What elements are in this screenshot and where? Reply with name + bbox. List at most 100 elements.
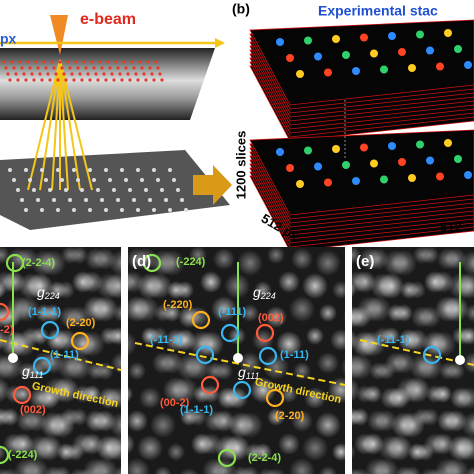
diffraction-spot xyxy=(116,198,120,202)
atom-dot xyxy=(68,66,72,70)
spot xyxy=(352,468,370,474)
stack-spot xyxy=(332,145,340,153)
spot xyxy=(352,378,360,402)
stack-spot xyxy=(388,32,396,40)
vector-label: g111 xyxy=(22,363,43,381)
diffraction-spot xyxy=(84,198,88,202)
stack-spot xyxy=(416,30,424,39)
spot xyxy=(378,273,404,299)
diffraction-spot xyxy=(60,178,64,182)
spot xyxy=(137,273,163,299)
spot xyxy=(81,433,103,455)
diffraction-spot xyxy=(136,208,140,212)
spot xyxy=(430,331,456,357)
diffraction-spot xyxy=(52,198,56,202)
spot xyxy=(78,468,98,474)
atom-dot xyxy=(30,72,34,76)
spot xyxy=(189,247,207,264)
stack-spot xyxy=(296,180,304,188)
diffraction-spot xyxy=(180,198,184,202)
spot-label: (1-11) xyxy=(50,349,79,361)
spot xyxy=(265,306,287,328)
spot xyxy=(150,250,176,276)
diffraction-spot xyxy=(156,178,160,182)
spot xyxy=(79,331,105,357)
spot xyxy=(38,387,60,409)
spot xyxy=(128,458,150,474)
spot xyxy=(179,468,199,474)
spot-ring xyxy=(32,356,52,376)
spot xyxy=(250,377,276,403)
spot xyxy=(404,377,430,403)
spot xyxy=(421,408,439,426)
stack-spot xyxy=(286,54,294,62)
spot xyxy=(399,412,425,438)
stack-spot xyxy=(352,67,360,75)
atom-dot xyxy=(20,66,24,70)
spot xyxy=(469,414,474,436)
spot xyxy=(302,435,328,461)
diffraction-spot xyxy=(28,178,32,182)
stack-spot xyxy=(276,38,284,46)
stack-spot xyxy=(388,142,396,150)
atom-dot xyxy=(132,66,136,70)
spot xyxy=(395,304,413,322)
spot-ring xyxy=(70,331,90,351)
atom-dot xyxy=(130,60,134,64)
spot xyxy=(109,327,121,345)
spot-ring xyxy=(422,345,442,365)
spot-ring xyxy=(265,388,285,408)
stack-spot xyxy=(324,68,332,77)
stack-spot xyxy=(342,51,350,59)
atom-dot xyxy=(76,66,80,70)
rays xyxy=(27,59,93,191)
spot xyxy=(189,331,215,357)
atom-dot xyxy=(98,60,102,64)
spot-ring xyxy=(191,310,211,330)
stack-spot xyxy=(398,158,406,166)
spot xyxy=(150,412,176,438)
diffraction-spot xyxy=(152,208,156,212)
vector-sub: 111 xyxy=(246,371,260,381)
beam-cone xyxy=(50,15,68,55)
spot xyxy=(254,281,272,299)
atom-dot xyxy=(88,78,92,82)
atom-dot xyxy=(78,72,82,76)
spot xyxy=(406,329,428,351)
diffraction-spot xyxy=(68,198,72,202)
diffraction-spot xyxy=(64,188,68,192)
spot-ring xyxy=(142,253,162,273)
diffraction-spot xyxy=(16,188,20,192)
ray xyxy=(39,59,61,191)
spot xyxy=(118,416,121,434)
spot xyxy=(202,458,228,474)
spot xyxy=(419,306,441,328)
spot xyxy=(278,271,300,293)
spot xyxy=(70,247,88,264)
spot xyxy=(241,304,259,322)
spot xyxy=(416,443,434,461)
big-arrow xyxy=(193,165,232,205)
diffraction-spot xyxy=(144,188,148,192)
stack-spot xyxy=(398,48,406,56)
spot xyxy=(352,247,361,264)
spot xyxy=(332,443,345,461)
spot xyxy=(128,271,135,293)
atom-dot xyxy=(8,78,12,82)
spot xyxy=(447,362,465,380)
diffraction-spot xyxy=(40,168,44,172)
spot xyxy=(341,357,345,377)
spot xyxy=(352,354,373,380)
diffraction-spot xyxy=(48,188,52,192)
spot xyxy=(94,410,116,432)
diffraction-spot xyxy=(108,178,112,182)
spot xyxy=(469,252,474,274)
spot xyxy=(92,458,118,474)
vector-label: g224 xyxy=(37,284,60,302)
atom-dot xyxy=(10,60,14,64)
spot xyxy=(55,329,77,351)
spot-ring xyxy=(217,448,237,468)
diffraction-spot xyxy=(56,208,60,212)
diffraction-spot xyxy=(88,208,92,212)
vector-base: g xyxy=(238,364,246,380)
